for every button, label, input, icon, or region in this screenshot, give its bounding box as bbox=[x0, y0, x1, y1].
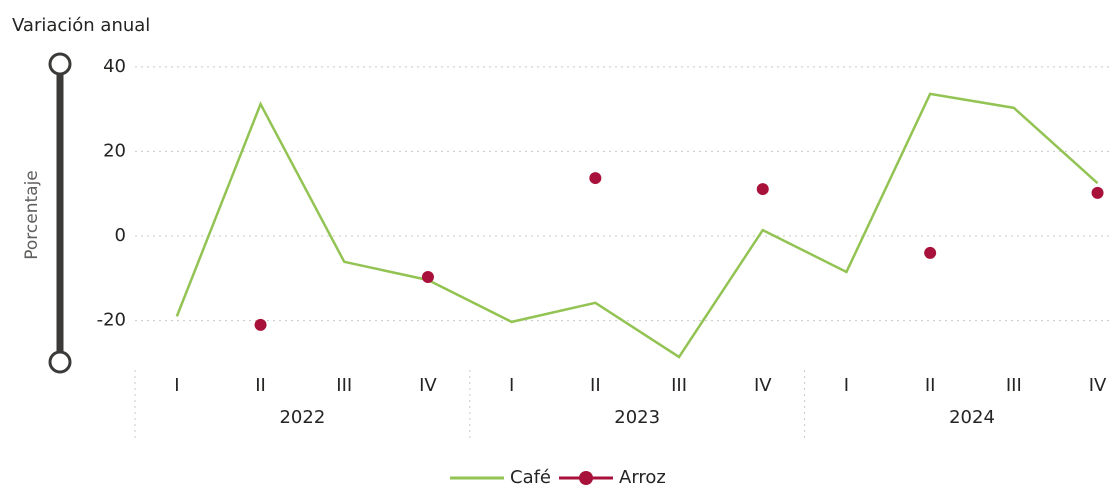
point bbox=[756, 183, 769, 196]
slider-handle[interactable] bbox=[48, 52, 72, 76]
x-tick-label: III bbox=[1006, 375, 1022, 396]
x-tick-label: II bbox=[590, 375, 601, 396]
y-tick-label: 0 bbox=[115, 225, 126, 246]
legend-label: Arroz bbox=[619, 467, 666, 488]
legend-label: Café bbox=[510, 467, 551, 488]
point bbox=[924, 246, 937, 259]
x-tick-label: II bbox=[255, 375, 266, 396]
x-group-label: 2023 bbox=[614, 407, 660, 428]
chart-title: Variación anual bbox=[12, 15, 150, 36]
point bbox=[254, 318, 267, 331]
slider-handle[interactable] bbox=[48, 350, 72, 374]
y-axis-label: Porcentaje bbox=[22, 170, 42, 260]
legend-marker bbox=[579, 471, 594, 485]
x-group-label: 2022 bbox=[279, 407, 325, 428]
point bbox=[1091, 186, 1104, 199]
x-tick-label: I bbox=[844, 375, 849, 396]
y-tick-label: 40 bbox=[103, 56, 126, 77]
point bbox=[589, 172, 602, 185]
x-group-label: 2024 bbox=[949, 407, 995, 428]
x-tick-label: II bbox=[925, 375, 936, 396]
x-tick-label: I bbox=[509, 375, 514, 396]
x-tick-label: IV bbox=[419, 375, 437, 396]
y-tick-label: -20 bbox=[97, 310, 126, 331]
x-tick-label: I bbox=[174, 375, 179, 396]
point bbox=[421, 271, 434, 284]
x-tick-label: IV bbox=[1089, 375, 1107, 396]
range-slider[interactable] bbox=[48, 52, 72, 374]
x-tick-label: IV bbox=[754, 375, 772, 396]
x-tick-label: III bbox=[671, 375, 687, 396]
line bbox=[175, 92, 1099, 359]
x-tick-label: III bbox=[336, 375, 352, 396]
y-tick-label: 20 bbox=[103, 140, 126, 161]
